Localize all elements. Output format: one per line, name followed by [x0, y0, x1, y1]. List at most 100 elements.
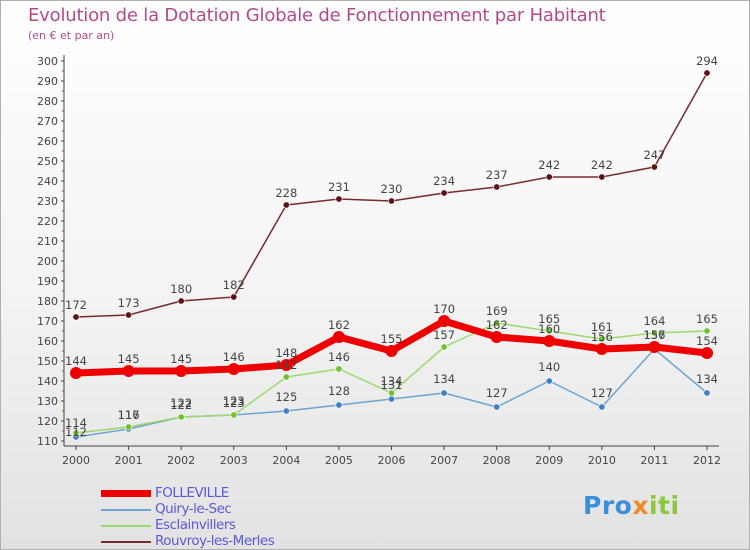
y-tick-label: 200: [37, 255, 58, 268]
data-point: [72, 429, 80, 437]
data-label: 134: [696, 372, 718, 386]
data-point: [70, 367, 82, 379]
data-point: [650, 329, 658, 337]
data-label: 146: [223, 350, 245, 364]
data-label: 134: [433, 372, 455, 386]
y-tick-label: 260: [37, 135, 58, 148]
data-label: 117: [118, 408, 140, 422]
data-point: [703, 69, 711, 77]
data-point: [332, 331, 345, 343]
data-point: [387, 197, 395, 205]
data-label: 116: [118, 408, 140, 422]
data-label: 172: [65, 298, 87, 312]
data-label: 157: [643, 328, 665, 342]
x-tick-label: 2007: [430, 454, 458, 467]
legend-label-quiry: Quiry-le-Sec: [155, 501, 232, 517]
x-tick-label: 2009: [535, 454, 563, 467]
data-point: [598, 403, 606, 411]
data-label: 122: [170, 398, 192, 412]
data-label: 156: [591, 330, 613, 344]
data-label: 173: [118, 296, 140, 310]
data-point: [493, 403, 501, 411]
data-point: [230, 293, 238, 301]
y-tick-label: 130: [37, 395, 58, 408]
x-tick-label: 2010: [588, 454, 616, 467]
y-tick-label: 190: [37, 275, 58, 288]
chart-legend: FOLLEVILLE Quiry-le-Sec Esclainvillers R…: [101, 485, 361, 550]
data-label: 125: [275, 390, 297, 404]
y-tick-label: 300: [37, 55, 58, 68]
y-tick-label: 270: [37, 115, 58, 128]
y-tick-label: 170: [37, 315, 58, 328]
data-label: 145: [118, 352, 140, 366]
data-point: [177, 297, 185, 305]
legend-label-folleville: FOLLEVILLE: [155, 485, 229, 501]
data-point: [440, 389, 448, 397]
data-label: 112: [65, 425, 87, 439]
legend-item-folleville: FOLLEVILLE: [101, 485, 361, 502]
y-tick-label: 180: [37, 295, 58, 308]
data-label: 127: [486, 386, 508, 400]
data-label: 247: [643, 148, 665, 162]
y-tick-label: 140: [37, 375, 58, 388]
data-point: [335, 195, 343, 203]
data-label: 156: [643, 328, 665, 342]
data-label: 242: [591, 158, 613, 172]
data-label: 148: [275, 346, 297, 360]
data-label: 162: [486, 318, 508, 332]
data-label: 128: [328, 384, 350, 398]
y-tick-label: 120: [37, 415, 58, 428]
data-point: [387, 389, 395, 397]
data-point: [545, 377, 553, 385]
x-tick-label: 2002: [167, 454, 195, 467]
x-tick-label: 2000: [62, 454, 90, 467]
data-point: [335, 401, 343, 409]
legend-item-esclainvillers: Esclainvillers: [101, 517, 361, 534]
data-point: [650, 163, 658, 171]
data-point: [440, 189, 448, 197]
legend-label-esclainvillers: Esclainvillers: [155, 517, 236, 533]
data-point: [385, 345, 398, 357]
data-label: 164: [643, 314, 665, 328]
data-label: 234: [433, 174, 455, 188]
data-point: [648, 341, 661, 353]
data-point: [598, 335, 606, 343]
data-point: [703, 327, 711, 335]
data-point: [701, 347, 713, 359]
data-label: 134: [381, 374, 403, 388]
data-point: [282, 201, 290, 209]
data-label: 182: [223, 278, 245, 292]
data-point: [122, 365, 135, 377]
data-label: 169: [486, 304, 508, 318]
data-point: [493, 183, 501, 191]
data-label: 160: [538, 322, 560, 336]
legend-item-quiry: Quiry-le-Sec: [101, 501, 361, 518]
y-tick-label: 240: [37, 175, 58, 188]
data-label: 154: [696, 334, 718, 348]
data-label: 140: [538, 360, 560, 374]
data-point: [227, 363, 240, 375]
y-tick-label: 110: [37, 435, 58, 448]
x-tick-label: 2005: [325, 454, 353, 467]
data-label: 170: [433, 302, 455, 316]
data-label: 180: [170, 282, 192, 296]
data-point: [545, 327, 553, 335]
chart-subtitle: (en € et par an): [28, 29, 115, 42]
data-point: [595, 343, 608, 355]
x-tick-label: 2012: [693, 454, 721, 467]
data-label: 162: [328, 318, 350, 332]
data-label: 127: [591, 386, 613, 400]
x-tick-label: 2003: [220, 454, 248, 467]
proxiti-logo: Proxiti: [583, 491, 680, 520]
data-point: [545, 173, 553, 181]
y-tick-label: 210: [37, 235, 58, 248]
data-point: [282, 373, 290, 381]
data-label: 123: [223, 396, 245, 410]
data-label: 144: [65, 354, 87, 368]
y-tick-label: 250: [37, 155, 58, 168]
legend-swatch-quiry: [101, 509, 151, 511]
data-label: 161: [591, 320, 613, 334]
data-point: [493, 319, 501, 327]
